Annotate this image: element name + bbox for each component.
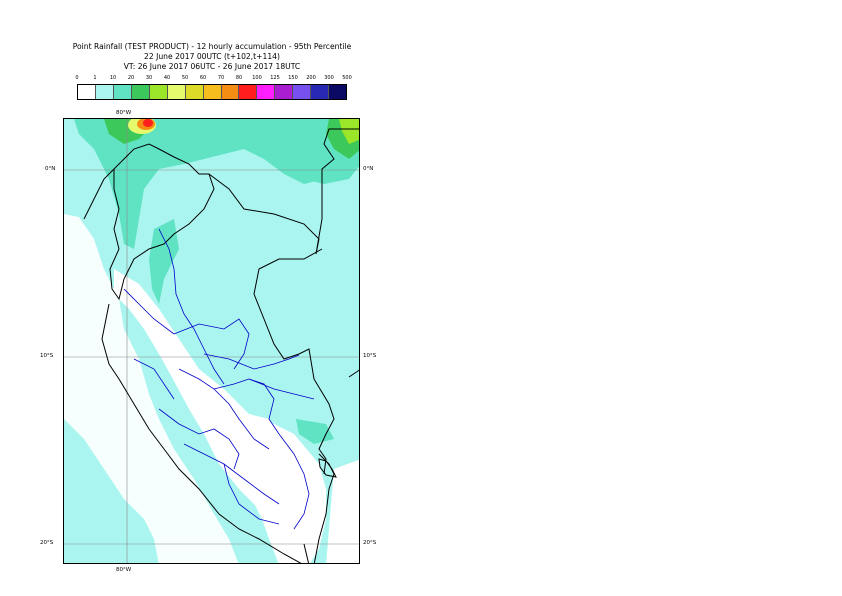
region-borders (123, 228, 315, 530)
rainfall-map: 80°W (63, 118, 360, 564)
lat-label-left-0: 0°N (45, 166, 56, 172)
rain-cell-red (143, 119, 153, 127)
lat-label-left-20: 20°S (40, 540, 54, 546)
legend-swatch-10 (257, 85, 276, 99)
lon-label-bottom: 80°W (116, 567, 132, 573)
legend-tick-label: 500 (342, 75, 352, 81)
rain-30-40-ne (339, 119, 359, 144)
legend-swatch-5 (167, 85, 186, 99)
ecuador-border (109, 143, 215, 301)
legend-swatch-12 (293, 85, 312, 99)
no-rain-area-south (234, 419, 326, 563)
legend-tick-label: 80 (235, 75, 243, 81)
color-legend (77, 84, 347, 100)
region-border-1 (158, 228, 225, 385)
legend-tick-label: 1 (93, 75, 97, 81)
legend-tick-label: 10 (109, 75, 117, 81)
brazil-border (253, 248, 335, 475)
lon-label-top-outside: 80°W (116, 110, 132, 116)
base-time-label: 22 June 2017 00UTC (t+102,t+114) (144, 52, 280, 61)
legend-swatch-14 (329, 85, 347, 99)
region-border-12 (133, 358, 175, 400)
region-border-9 (223, 463, 280, 525)
legend-swatch-13 (311, 85, 330, 99)
legend-swatch-4 (149, 85, 168, 99)
bolivia-border (313, 453, 335, 563)
country-borders (83, 128, 359, 563)
region-border-3 (173, 318, 250, 370)
peru-coastline (101, 303, 302, 563)
chile-border (303, 543, 310, 563)
legend-swatch-1 (95, 85, 114, 99)
colombia-border (208, 128, 359, 255)
region-border-10 (278, 433, 310, 530)
legend-tick-label: 100 (252, 75, 262, 81)
region-border-11 (248, 378, 315, 400)
legend-swatch-0 (78, 85, 96, 99)
legend-swatch-7 (203, 85, 222, 99)
legend-tick-label: 40 (163, 75, 171, 81)
legend-tick-label: 70 (217, 75, 225, 81)
no-rain-area-east (326, 459, 359, 563)
lat-label-right-10: 10°S (363, 353, 377, 359)
lat-label-right-20: 20°S (363, 540, 377, 546)
rain-10-20-andes (149, 219, 179, 304)
region-border-2 (123, 288, 175, 335)
legend-swatch-3 (131, 85, 150, 99)
legend-tick-label: 125 (270, 75, 280, 81)
region-border-7 (158, 408, 240, 470)
region-border-8 (183, 443, 280, 505)
legend-swatch-11 (275, 85, 294, 99)
no-rain-area-ocean (64, 214, 239, 563)
legend-tick-label: 50 (181, 75, 189, 81)
titicaca-lake (318, 458, 337, 478)
region-border-5 (178, 368, 270, 450)
region-border-4 (203, 353, 300, 370)
northern-border-frag (83, 168, 115, 220)
region-border-6 (213, 378, 280, 435)
legend-tick-label: 300 (324, 75, 334, 81)
legend-tick-label: 200 (306, 75, 316, 81)
east-frag (348, 369, 359, 378)
lat-label-right-0: 0°N (363, 166, 374, 172)
legend-swatch-8 (221, 85, 240, 99)
legend-tick-label: 30 (145, 75, 153, 81)
legend-swatch-9 (239, 85, 258, 99)
legend-tick-label: 150 (288, 75, 298, 81)
lat-label-left-10: 10°S (40, 353, 54, 359)
legend-swatch-6 (185, 85, 204, 99)
legend-tick-label: 20 (127, 75, 135, 81)
valid-time-label: VT: 26 June 2017 06UTC - 26 June 2017 18… (123, 62, 301, 71)
legend-swatch-2 (113, 85, 132, 99)
legend-tick-label: 60 (199, 75, 207, 81)
legend-tick-label: 0 (75, 75, 79, 81)
map-title: Point Rainfall (TEST PRODUCT) - 12 hourl… (72, 42, 352, 51)
